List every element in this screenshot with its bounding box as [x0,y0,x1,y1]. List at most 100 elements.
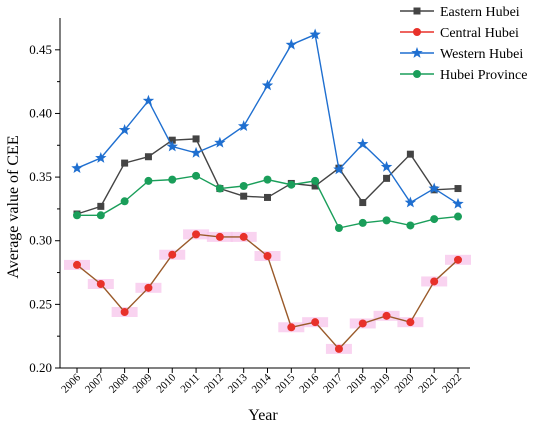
data-point [333,163,345,175]
data-point [144,153,152,161]
legend-item: Eastern Hubei [400,5,520,20]
data-point [382,311,391,320]
data-point [168,175,177,184]
data-point [428,182,440,194]
legend-label: Eastern Hubei [440,5,520,20]
series-western-hubei [71,28,464,209]
data-point [120,197,129,206]
legend-label: Central Hubei [440,26,519,41]
series-line [77,175,459,229]
data-point [73,260,81,269]
data-point [334,224,343,232]
data-point [192,135,200,143]
data-point [215,184,224,193]
x-tick-label: 2008 [107,371,131,395]
data-point [168,250,177,259]
legend-item: Western Hubei [400,47,523,62]
legend-marker [413,70,421,78]
series-eastern-hubei [73,135,462,218]
data-point [358,319,367,328]
legend-label: Hubei Province [440,68,527,83]
data-point [311,318,320,327]
legend-marker [413,28,421,36]
data-point [237,120,250,132]
data-point [382,216,391,225]
data-point [96,211,105,220]
y-tick-label: 0.45 [29,42,52,57]
data-point [144,176,153,185]
x-tick-label: 2006 [59,371,83,395]
legend-item: Central Hubei [400,26,519,41]
legend-marker [411,47,423,58]
data-point [95,152,107,163]
data-point [118,124,131,135]
legend-marker [413,7,421,15]
data-point [406,150,414,158]
x-axis-label: Year [248,407,278,424]
data-point [215,232,224,241]
data-point [261,79,274,91]
data-point [452,197,464,209]
y-tick-label: 0.20 [29,360,52,375]
data-point [168,136,176,144]
x-tick-label: 2016 [297,371,321,395]
data-point [166,140,178,152]
x-tick-label: 2009 [131,371,155,395]
data-point [264,193,271,201]
data-point [73,211,81,220]
data-point [71,162,83,174]
data-point [239,232,248,241]
data-point [357,138,369,149]
data-point [192,171,201,180]
data-point [454,212,462,221]
data-point [263,175,272,184]
data-point [190,146,202,158]
data-point [430,215,439,224]
series-layer [64,28,471,354]
x-tick-label: 2014 [250,371,274,395]
data-point [97,202,105,210]
data-point [214,136,226,148]
legend-item: Hubei Province [400,68,527,83]
y-tick-label: 0.40 [29,105,52,120]
data-point [311,176,320,185]
x-tick-label: 2010 [154,371,178,395]
data-point [121,159,129,167]
y-axis-label: Average value of CEE [5,135,22,278]
data-point [383,174,391,182]
legend-label: Western Hubei [440,47,523,62]
data-point [287,180,296,189]
data-point [120,308,129,316]
data-point [334,344,343,353]
x-tick-label: 2018 [345,371,369,395]
y-tick-label: 0.25 [29,296,52,311]
data-point [359,199,367,207]
data-point [406,221,415,230]
x-tick-label: 2012 [202,372,226,396]
data-point [192,230,201,239]
x-tick-label: 2022 [440,372,464,396]
data-point [430,277,439,286]
x-tick-label: 2021 [416,372,440,396]
y-tick-label: 0.35 [29,169,52,184]
x-tick-label: 2015 [273,371,297,395]
data-point [239,182,248,190]
x-tick-label: 2013 [226,371,250,395]
series-hubei-province [73,171,462,232]
data-point [309,28,321,40]
data-point [380,160,393,172]
data-point [406,318,415,327]
data-point [287,323,296,332]
y-tick-label: 0.30 [29,233,52,248]
series-central-hubei [64,229,471,354]
data-point [454,185,462,193]
x-tick-label: 2007 [83,371,107,395]
data-point [404,196,417,208]
x-tick-label: 2020 [392,371,416,395]
data-point [454,255,462,264]
x-tick-label: 2019 [369,371,393,395]
x-tick-label: 2011 [178,372,202,396]
data-point [96,280,105,288]
